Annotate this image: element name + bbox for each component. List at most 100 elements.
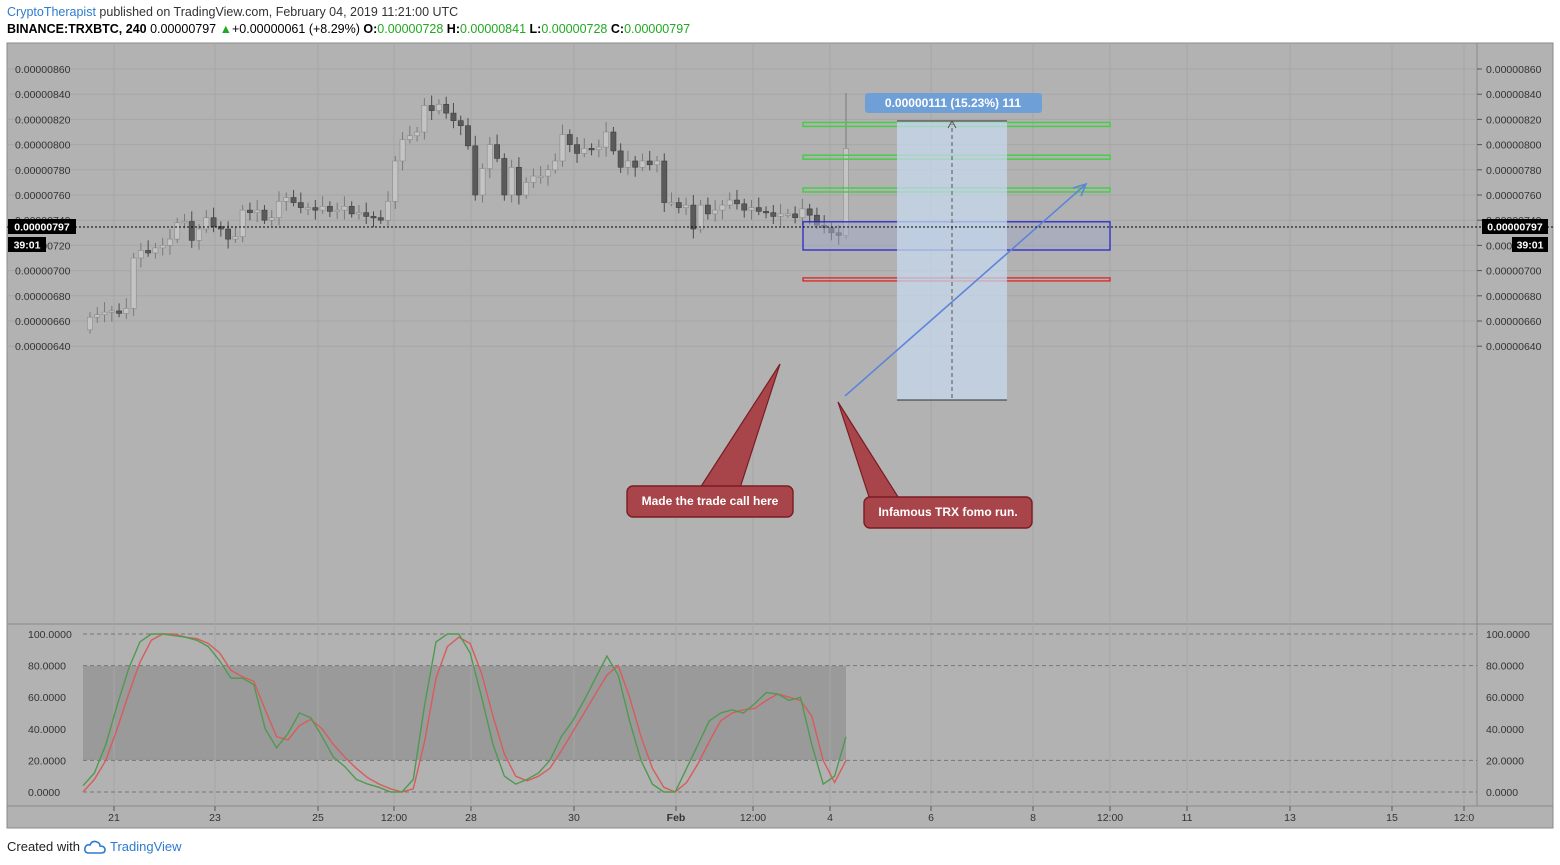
price-tick-label: 0.00000640 xyxy=(15,341,71,353)
candle-body xyxy=(755,207,762,212)
candle-body xyxy=(777,213,784,217)
price-tick-label: 0.00000840 xyxy=(15,89,71,101)
countdown-tag-left xyxy=(8,237,46,252)
candle-body xyxy=(545,169,551,177)
candle-body xyxy=(472,145,479,196)
candle-body xyxy=(508,166,515,196)
time-tick-label: 6 xyxy=(928,812,934,824)
candle-body xyxy=(683,204,689,208)
candle-body xyxy=(588,148,595,151)
osc-tick-label: 0.0000 xyxy=(28,787,60,799)
candle-body xyxy=(501,158,508,196)
publish-info: published on TradingView.com, February 0… xyxy=(99,5,459,19)
symbol-ohlc-header: BINANCE:TRXBTC, 240 0.00000797 ▲+0.00000… xyxy=(7,22,690,36)
candle-body xyxy=(94,314,101,318)
price-axis-right: 0.00000860 0.00000840 0.00000820 0.00000800… xyxy=(1477,64,1542,353)
open-label: O: xyxy=(363,22,378,36)
time-tick-label: 12:0 xyxy=(1454,812,1475,824)
candle-body xyxy=(247,209,253,213)
candle-body xyxy=(763,211,769,214)
candle-body xyxy=(443,103,450,114)
osc-tick-label: 100.0000 xyxy=(1486,629,1530,641)
candle-body xyxy=(741,203,748,211)
candle-body xyxy=(319,206,326,211)
candle-body xyxy=(574,144,580,154)
price-tick-label: 0.00000700 xyxy=(1486,266,1542,278)
candle-body xyxy=(116,310,122,314)
candle-body xyxy=(87,316,93,331)
candle-body xyxy=(254,209,261,213)
high-value: 0.00000841 xyxy=(460,22,527,36)
countdown-tag-right xyxy=(1512,237,1548,252)
low-label: L: xyxy=(529,22,542,36)
candle-body xyxy=(283,197,290,202)
price-tick-label: 0.00000680 xyxy=(15,291,71,303)
fomo-callout-box[interactable] xyxy=(863,496,1033,529)
time-tick-label: 13 xyxy=(1284,812,1296,824)
candle-body xyxy=(290,197,297,203)
projection-arrowhead-icon xyxy=(1072,182,1088,197)
price-tick-label: 0.00000660 xyxy=(15,316,71,328)
price-change: +0.00000061 (+8.29%) xyxy=(232,22,360,36)
candle-body xyxy=(603,131,610,148)
range-arrowhead-icon xyxy=(947,119,957,129)
osc-tick-label: 20.0000 xyxy=(1486,755,1524,767)
candle-body xyxy=(654,160,660,166)
candle-body xyxy=(734,199,740,205)
candle-body xyxy=(203,217,210,230)
candle-body xyxy=(268,217,275,221)
price-tick-label: 0.00000780 xyxy=(1486,165,1542,177)
candle-body xyxy=(414,131,421,137)
candle-body xyxy=(581,148,588,154)
projection-arrow[interactable] xyxy=(844,184,1086,397)
candle-body xyxy=(341,206,348,211)
candle-body xyxy=(385,201,391,221)
osc-tick-label: 60.0000 xyxy=(28,692,66,704)
price-tick-label: 0.00000800 xyxy=(1486,140,1542,152)
measure-label: 0.00000111 (15.23%) 111 xyxy=(885,96,1021,110)
candle-body xyxy=(130,257,137,309)
candle-body xyxy=(188,221,195,241)
trade-callout-text: Made the trade call here xyxy=(642,494,779,508)
time-tick-label: 28 xyxy=(465,812,477,824)
candle-body xyxy=(196,228,202,241)
candle-body xyxy=(697,204,704,230)
low-value: 0.00000728 xyxy=(541,22,608,36)
candle-body xyxy=(457,120,464,127)
osc-tick-label: 40.0000 xyxy=(28,724,66,736)
osc-tick-label: 0.0000 xyxy=(1486,787,1518,799)
candle-body xyxy=(239,209,246,237)
countdown-left: 39:01 xyxy=(14,240,41,252)
time-tick-label: 12:00 xyxy=(381,812,407,824)
time-tick-label: 8 xyxy=(1030,812,1036,824)
trade-callout-box[interactable] xyxy=(626,485,794,518)
price-tick-label: 0.00000780 xyxy=(15,165,71,177)
candle-body xyxy=(486,144,493,169)
candle-body xyxy=(595,146,602,150)
time-tick-label: 21 xyxy=(108,812,120,824)
tradingview-link[interactable]: TradingView xyxy=(109,839,182,854)
measure-label-box xyxy=(865,93,1042,113)
stoch-k-line xyxy=(82,633,847,793)
candle-body xyxy=(552,160,559,171)
stochastic-oscillator xyxy=(82,633,1477,793)
time-tick-label: 15 xyxy=(1386,812,1398,824)
candle-body xyxy=(537,175,544,178)
high-label: H: xyxy=(446,22,460,36)
candle-body xyxy=(181,221,188,224)
up-arrow-icon: ▲ xyxy=(219,22,232,36)
candle-body xyxy=(232,236,239,240)
candle-body xyxy=(494,144,500,159)
candle-body xyxy=(348,206,355,215)
price-tick-label: 0.00000860 xyxy=(1486,64,1542,76)
candle-body xyxy=(661,160,668,203)
osc-tick-label: 100.0000 xyxy=(28,629,72,641)
price-range-box[interactable] xyxy=(897,121,1007,400)
footer-credit: Created with TradingView xyxy=(7,839,182,854)
candle-body xyxy=(363,212,370,217)
candle-body xyxy=(704,204,711,215)
author-link[interactable]: CryptoTherapist xyxy=(7,5,96,19)
price-tick-label: 0.00000760 xyxy=(1486,190,1542,202)
created-with-label: Created with xyxy=(7,839,80,854)
